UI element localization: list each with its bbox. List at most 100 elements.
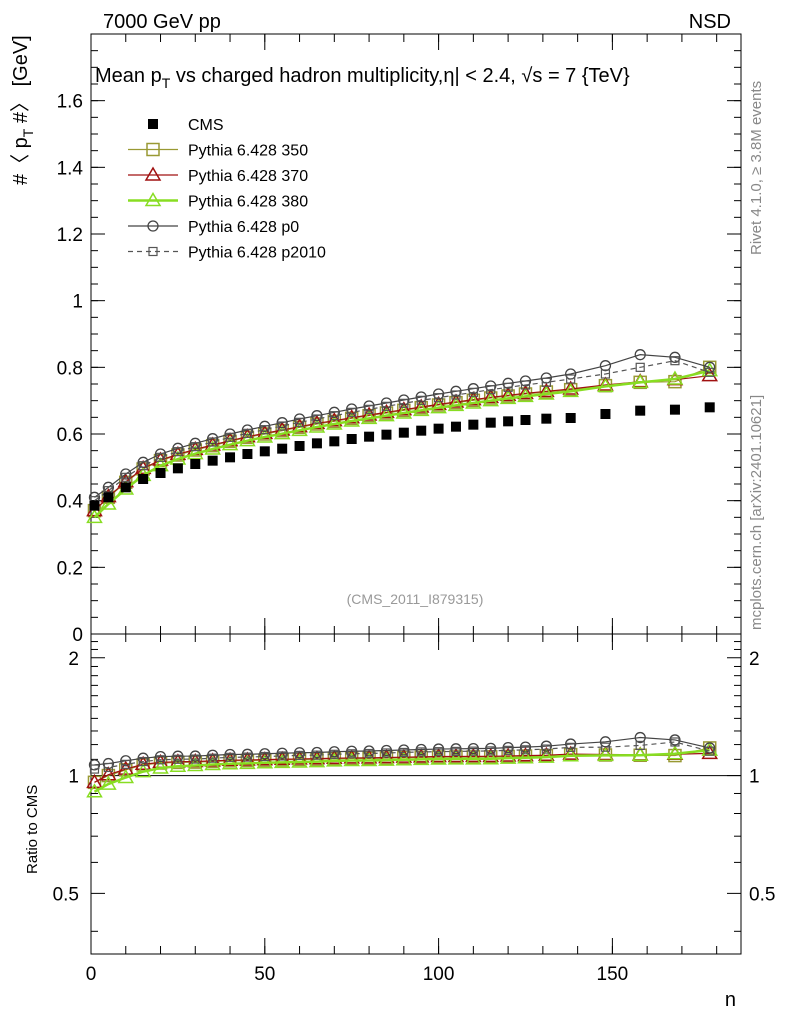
ratio-data-point bbox=[398, 744, 410, 756]
ratio-data-point bbox=[86, 773, 103, 789]
data-point bbox=[189, 437, 201, 449]
ratio-data-point bbox=[207, 749, 219, 761]
data-point bbox=[364, 404, 374, 414]
y-tick-label: 0.4 bbox=[57, 492, 84, 513]
data-point bbox=[221, 436, 239, 451]
legend-label: CMS bbox=[188, 117, 224, 134]
x-tick-label: 100 bbox=[423, 964, 455, 985]
ratio-data-point bbox=[499, 749, 517, 764]
data-point bbox=[346, 403, 358, 415]
ratio-data-point bbox=[600, 742, 611, 752]
ratio-data-point bbox=[485, 742, 497, 755]
data-point bbox=[291, 421, 308, 437]
ratio-data-point bbox=[634, 731, 646, 744]
chart-title-part-b: vs charged hadron multiplicity, bbox=[170, 65, 443, 87]
ratio-data-point bbox=[432, 743, 445, 755]
ratio-data-point bbox=[241, 748, 254, 760]
y-tick-label: 1 bbox=[72, 292, 83, 313]
ratio-data-point bbox=[395, 751, 413, 766]
series-line bbox=[93, 369, 711, 519]
data-point bbox=[666, 370, 684, 385]
data-point bbox=[326, 415, 343, 430]
data-point bbox=[540, 372, 552, 384]
rivet-version-label: Rivet 4.1.0, ≥ 3.8M events bbox=[748, 81, 765, 255]
y-tick-label: 0.8 bbox=[57, 358, 83, 379]
legend-label: Pythia 6.428 p2010 bbox=[188, 245, 326, 262]
cms-data-point bbox=[669, 404, 680, 415]
ratio-data-point bbox=[520, 745, 531, 755]
data-point bbox=[538, 385, 555, 400]
ratio-data-point bbox=[499, 747, 517, 762]
data-point bbox=[447, 393, 465, 408]
data-point bbox=[223, 434, 237, 449]
cms-data-point bbox=[364, 431, 375, 442]
y-tick-label: 1.6 bbox=[57, 92, 83, 113]
chart-title-part-a: Mean p bbox=[95, 65, 162, 87]
ratio-data-point bbox=[705, 746, 715, 756]
data-point bbox=[276, 417, 288, 429]
cms-data-point bbox=[155, 468, 166, 478]
ratio-data-point bbox=[669, 734, 681, 746]
data-point bbox=[412, 401, 430, 417]
ratio-data-point bbox=[326, 752, 343, 767]
legend-label: Pythia 6.428 370 bbox=[188, 168, 308, 185]
ratio-data-point bbox=[538, 748, 555, 763]
cms-data-point bbox=[311, 438, 322, 449]
data-point bbox=[597, 377, 614, 393]
ratio-data-point bbox=[152, 759, 169, 774]
data-point bbox=[100, 495, 117, 510]
data-point bbox=[485, 380, 497, 392]
data-point bbox=[256, 428, 274, 443]
ratio-data-point bbox=[347, 749, 357, 759]
ratio-data-point bbox=[86, 783, 103, 798]
data-point bbox=[430, 399, 447, 414]
ratio-data-point bbox=[412, 750, 430, 766]
ratio-data-point bbox=[451, 746, 461, 757]
data-point bbox=[669, 351, 681, 363]
main-series-layer bbox=[86, 349, 719, 524]
data-point bbox=[343, 412, 361, 427]
ratio-data-point bbox=[467, 742, 480, 755]
ratio-tick-label: 2 bbox=[68, 649, 79, 670]
data-point bbox=[503, 382, 513, 392]
legend-marker bbox=[144, 192, 162, 207]
cms-data-point bbox=[600, 409, 611, 419]
legend-marker bbox=[148, 119, 158, 129]
x-tick-label: 150 bbox=[597, 964, 629, 985]
ratio-data-point bbox=[172, 750, 184, 762]
mcplots-reference-label: mcplots.cern.ch [arXiv:2401.10621] bbox=[748, 395, 765, 630]
data-point bbox=[600, 369, 611, 379]
y-axis-label-part-a: #〈 p bbox=[10, 137, 32, 185]
ratio-data-point bbox=[189, 750, 201, 762]
ratio-data-point bbox=[631, 746, 649, 762]
cms-data-point bbox=[565, 413, 576, 423]
data-point bbox=[260, 425, 270, 435]
data-point bbox=[670, 356, 680, 366]
cms-data-point bbox=[242, 449, 253, 459]
cms-data-point bbox=[277, 443, 288, 454]
cms-data-point bbox=[398, 427, 409, 438]
cms-data-point bbox=[381, 429, 392, 440]
analysis-watermark: (CMS_2011_I879315) bbox=[347, 591, 484, 607]
data-point bbox=[188, 443, 203, 457]
data-point bbox=[205, 438, 220, 453]
data-point bbox=[259, 420, 271, 432]
data-point bbox=[635, 362, 645, 372]
ratio-data-point bbox=[597, 746, 614, 762]
ratio-data-point bbox=[293, 747, 306, 759]
y-tick-label: 0 bbox=[72, 625, 83, 646]
data-point bbox=[520, 380, 531, 390]
chart-title-part-d: √s = 7 {TeV} bbox=[521, 65, 630, 87]
data-point bbox=[224, 428, 236, 440]
y-tick-label: 0.2 bbox=[57, 558, 83, 579]
ratio-data-point bbox=[599, 736, 612, 748]
ratio-data-point bbox=[468, 746, 478, 756]
cms-data-point bbox=[120, 482, 131, 493]
data-point bbox=[447, 396, 465, 412]
ratio-data-point bbox=[343, 752, 361, 767]
cms-data-point bbox=[503, 416, 514, 427]
data-point bbox=[204, 440, 221, 455]
ratio-data-point bbox=[541, 744, 551, 754]
data-point bbox=[599, 360, 612, 372]
cms-data-point bbox=[207, 455, 218, 466]
